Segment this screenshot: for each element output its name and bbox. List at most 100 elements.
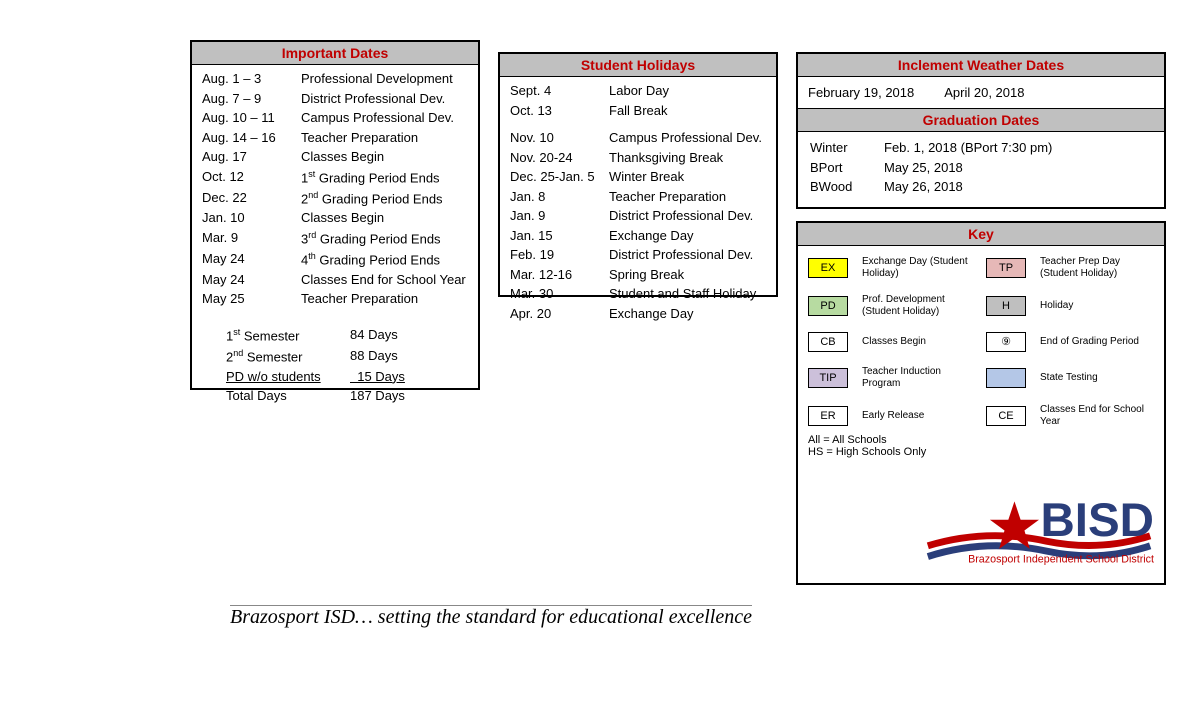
- table-row: Jan. 15Exchange Day: [508, 226, 768, 246]
- table-row: Oct. 13Fall Break: [508, 101, 768, 121]
- table-row: Mar. 93rd Grading Period Ends: [200, 228, 470, 249]
- desc-cell: Student and Staff Holiday: [607, 284, 768, 304]
- tagline: Brazosport ISD… setting the standard for…: [230, 605, 752, 629]
- date-cell: Aug. 10 – 11: [200, 108, 299, 128]
- student-holidays-box: Student Holidays Sept. 4Labor DayOct. 13…: [498, 52, 778, 297]
- date-cell: Mar. 9: [200, 228, 299, 249]
- desc-cell: Thanksgiving Break: [607, 148, 768, 168]
- key-note-2: HS = High Schools Only: [808, 446, 1154, 458]
- key-swatch: H: [986, 296, 1026, 316]
- sem-label: PD w/o students: [224, 367, 348, 387]
- date-cell: Aug. 7 – 9: [200, 89, 299, 109]
- table-row: Apr. 20Exchange Day: [508, 304, 768, 324]
- key-swatch: [986, 368, 1026, 388]
- key-note-1: All = All Schools: [808, 434, 1154, 446]
- table-row: May 25Teacher Preparation: [200, 289, 470, 309]
- key-swatch: ER: [808, 406, 848, 426]
- student-holidays-title: Student Holidays: [500, 54, 776, 77]
- table-row: Mar. 12-16Spring Break: [508, 265, 768, 285]
- table-row: Nov. 20-24Thanksgiving Break: [508, 148, 768, 168]
- date-cell: May 24: [200, 270, 299, 290]
- table-row: BWoodMay 26, 2018: [808, 177, 1154, 197]
- table-row: Nov. 10Campus Professional Dev.: [508, 128, 768, 148]
- date-cell: Jan. 8: [508, 187, 607, 207]
- table-row: Jan. 8Teacher Preparation: [508, 187, 768, 207]
- important-dates-title: Important Dates: [192, 42, 478, 65]
- table-row: WinterFeb. 1, 2018 (BPort 7:30 pm): [808, 138, 1154, 158]
- desc-cell: Classes Begin: [299, 147, 470, 167]
- date-cell: Oct. 13: [508, 101, 607, 121]
- key-label: Exchange Day (Student Holiday): [862, 256, 976, 280]
- key-swatch: CE: [986, 406, 1026, 426]
- key-label: Classes Begin: [862, 336, 976, 348]
- table-row: May 24Classes End for School Year: [200, 270, 470, 290]
- table-row: Jan. 10Classes Begin: [200, 208, 470, 228]
- key-swatch: TIP: [808, 368, 848, 388]
- key-grid: EXExchange Day (Student Holiday)TPTeache…: [798, 246, 1164, 434]
- desc-cell: Spring Break: [607, 265, 768, 285]
- table-row: Oct. 121st Grading Period Ends: [200, 167, 470, 188]
- table-row: May 244th Grading Period Ends: [200, 249, 470, 270]
- table-row: Dec. 25-Jan. 5Winter Break: [508, 167, 768, 187]
- desc-cell: 4th Grading Period Ends: [299, 249, 470, 270]
- graduation-title: Graduation Dates: [798, 108, 1164, 132]
- desc-cell: Campus Professional Dev.: [299, 108, 470, 128]
- table-row: Mar. 30Student and Staff Holiday: [508, 284, 768, 304]
- grad-label: BPort: [808, 158, 882, 178]
- table-row: BPortMay 25, 2018: [808, 158, 1154, 178]
- sem-days: 88 Days: [348, 346, 407, 367]
- key-title: Key: [798, 223, 1164, 246]
- key-label: State Testing: [1040, 372, 1154, 384]
- desc-cell: Classes Begin: [299, 208, 470, 228]
- key-label: Prof. Development (Student Holiday): [862, 294, 976, 318]
- table-row: 1st Semester84 Days: [224, 325, 407, 346]
- desc-cell: Teacher Preparation: [299, 128, 470, 148]
- inclement-date-2: April 20, 2018: [944, 85, 1024, 100]
- date-cell: Nov. 10: [508, 128, 607, 148]
- table-row: Jan. 9District Professional Dev.: [508, 206, 768, 226]
- desc-cell: District Professional Dev.: [607, 206, 768, 226]
- desc-cell: Fall Break: [607, 101, 768, 121]
- sem-days: 187 Days: [348, 386, 407, 406]
- table-row: Feb. 19District Professional Dev.: [508, 245, 768, 265]
- date-cell: Feb. 19: [508, 245, 607, 265]
- semester-summary: 1st Semester84 Days2nd Semester88 DaysPD…: [224, 325, 470, 406]
- desc-cell: Professional Development: [299, 69, 470, 89]
- grad-value: May 25, 2018: [882, 158, 1154, 178]
- layout-row: Important Dates Aug. 1 – 3Professional D…: [190, 40, 1183, 585]
- sem-days: 15 Days: [348, 367, 407, 387]
- sem-label: 2nd Semester: [224, 346, 348, 367]
- important-dates-table: Aug. 1 – 3Professional DevelopmentAug. 7…: [200, 69, 470, 309]
- date-cell: Jan. 9: [508, 206, 607, 226]
- inclement-box: Inclement Weather Dates February 19, 201…: [796, 52, 1166, 209]
- date-cell: Aug. 17: [200, 147, 299, 167]
- date-cell: Dec. 22: [200, 188, 299, 209]
- desc-cell: 1st Grading Period Ends: [299, 167, 470, 188]
- desc-cell: Exchange Day: [607, 226, 768, 246]
- desc-cell: 2nd Grading Period Ends: [299, 188, 470, 209]
- inclement-body: February 19, 2018 April 20, 2018: [798, 77, 1164, 108]
- svg-text:Brazosport Independent School: Brazosport Independent School District: [968, 553, 1154, 565]
- sem-label: Total Days: [224, 386, 348, 406]
- desc-cell: District Professional Dev.: [607, 245, 768, 265]
- key-notes: All = All Schools HS = High Schools Only: [798, 434, 1164, 466]
- key-label: Holiday: [1040, 300, 1154, 312]
- student-holidays-body: Sept. 4Labor DayOct. 13Fall BreakNov. 10…: [500, 77, 776, 334]
- key-swatch: CB: [808, 332, 848, 352]
- important-dates-body: Aug. 1 – 3Professional DevelopmentAug. 7…: [192, 65, 478, 416]
- grad-label: Winter: [808, 138, 882, 158]
- desc-cell: Campus Professional Dev.: [607, 128, 768, 148]
- table-row: Aug. 14 – 16Teacher Preparation: [200, 128, 470, 148]
- grad-label: BWood: [808, 177, 882, 197]
- logo: BISD Brazosport Independent School Distr…: [798, 466, 1164, 583]
- important-dates-box: Important Dates Aug. 1 – 3Professional D…: [190, 40, 480, 390]
- bisd-logo-svg: BISD Brazosport Independent School Distr…: [924, 486, 1154, 570]
- student-holidays-table: Sept. 4Labor DayOct. 13Fall BreakNov. 10…: [508, 81, 768, 324]
- desc-cell: Classes End for School Year: [299, 270, 470, 290]
- desc-cell: Teacher Preparation: [607, 187, 768, 207]
- key-label: Early Release: [862, 410, 976, 422]
- graduation-body: WinterFeb. 1, 2018 (BPort 7:30 pm)BPortM…: [798, 132, 1164, 207]
- date-cell: Oct. 12: [200, 167, 299, 188]
- key-label: End of Grading Period: [1040, 336, 1154, 348]
- desc-cell: Exchange Day: [607, 304, 768, 324]
